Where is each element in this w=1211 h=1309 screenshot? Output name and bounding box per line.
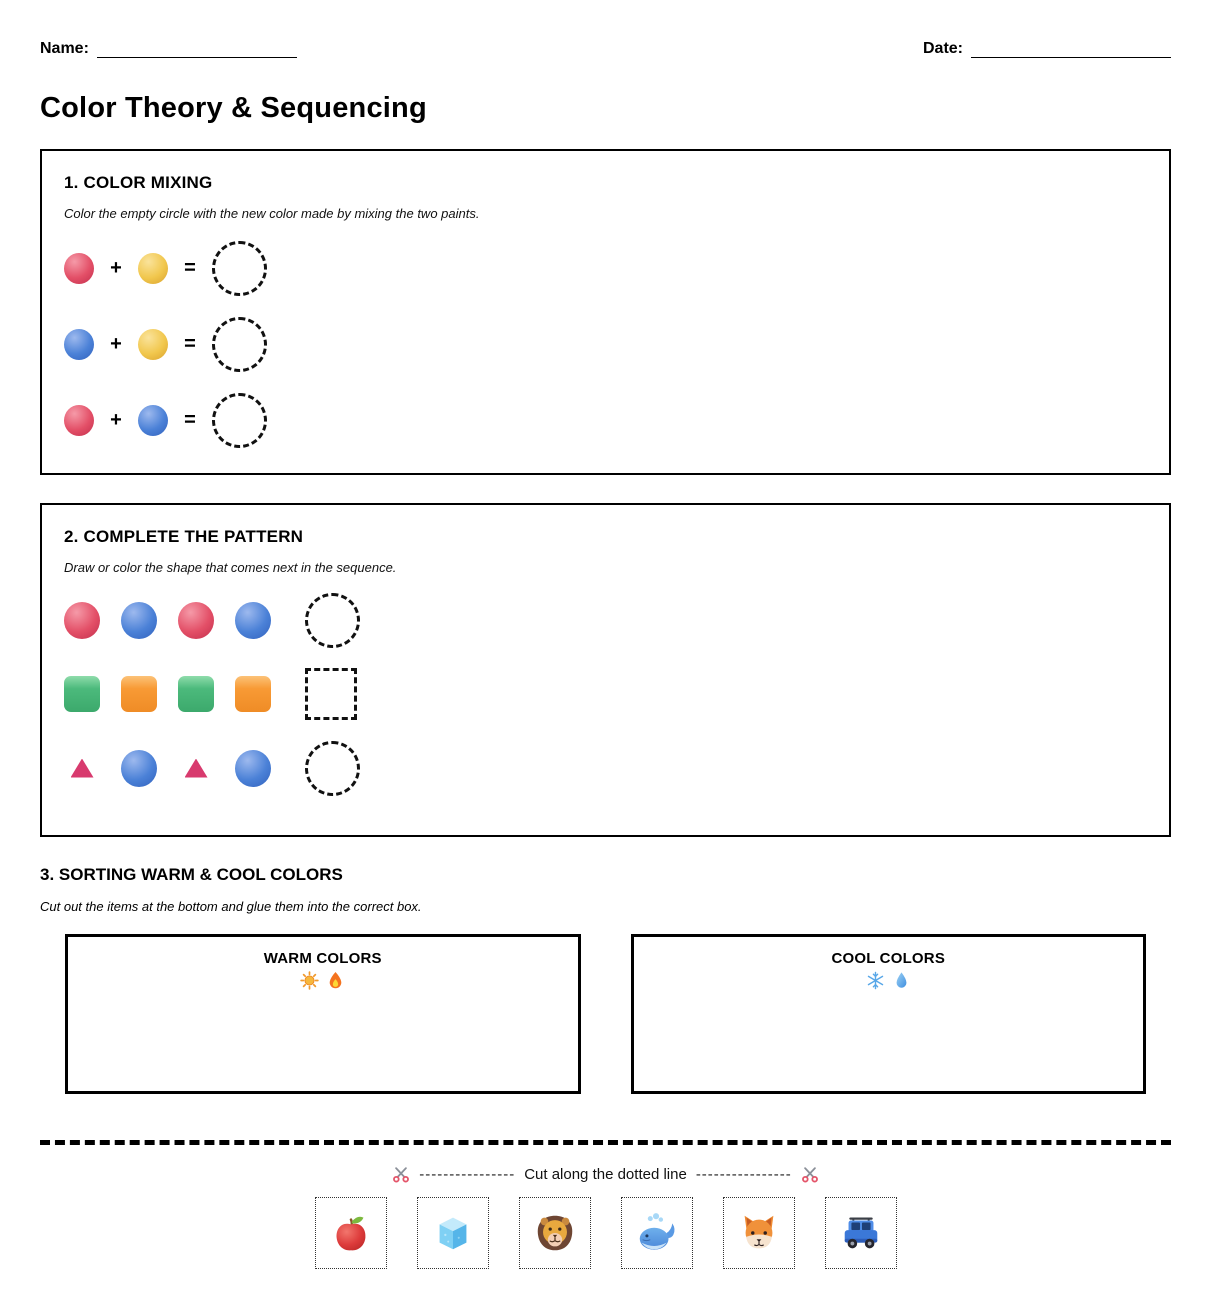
pink-triangle (70, 758, 94, 778)
red-ball (178, 601, 214, 639)
mix-row-1: + = (64, 231, 1147, 305)
section-color-mixing: 1. COLOR MIXING Color the empty circle w… (40, 149, 1171, 475)
plus-sign: + (110, 256, 122, 279)
green-square (178, 676, 214, 712)
paint-ball (138, 252, 168, 284)
answer-circle[interactable] (305, 740, 360, 796)
section-complete-pattern: 2. COMPLETE THE PATTERN Draw or color th… (40, 503, 1171, 837)
paint-ball (64, 404, 94, 436)
cutout-lion[interactable] (518, 1197, 591, 1269)
plus-sign: + (110, 332, 122, 355)
pink-triangle (184, 758, 208, 778)
cutout-car[interactable] (824, 1197, 897, 1269)
pattern-row-2 (64, 657, 1147, 731)
section2-heading: 2. COMPLETE THE PATTERN (64, 527, 304, 546)
paint-ball (138, 328, 168, 360)
pattern-sequence (64, 601, 271, 639)
scissors-icon (392, 1165, 410, 1183)
cutout-ice-cube[interactable] (416, 1197, 489, 1269)
equals-sign: = (184, 256, 196, 279)
apple-icon (336, 1216, 365, 1251)
name-field: Name: (40, 38, 297, 58)
warm-colors-box[interactable]: WARM COLORS (65, 934, 581, 1094)
section3-heading: 3. SORTING WARM & COOL COLORS (40, 865, 343, 884)
cutout-fox[interactable] (722, 1197, 795, 1269)
pattern-sequence (64, 749, 271, 787)
blue-ball (121, 601, 157, 639)
mix-row-3: + = (64, 383, 1147, 457)
paint-ball (138, 404, 168, 436)
blue-ball (121, 749, 157, 787)
lion-icon (537, 1215, 572, 1251)
pattern-row-1 (64, 583, 1147, 657)
scissors-icon (801, 1165, 819, 1183)
plus-sign: + (110, 408, 122, 431)
pattern-sequence (64, 676, 271, 712)
fox-icon (744, 1215, 773, 1249)
sun-icon (300, 971, 319, 990)
cut-label: Cut along the dotted line (524, 1165, 687, 1183)
orange-square (121, 676, 157, 712)
paint-ball (64, 328, 94, 360)
equals-sign: = (184, 408, 196, 431)
cut-label-row: ---------------- Cut along the dotted li… (40, 1165, 1171, 1183)
cut-dashes-right: ---------------- (695, 1165, 792, 1183)
answer-circle[interactable] (212, 316, 267, 372)
cool-colors-title: COOL COLORS (831, 950, 946, 967)
equals-sign: = (184, 332, 196, 355)
ice-cube-icon (439, 1217, 466, 1250)
cutout-strip (40, 1197, 1171, 1269)
cool-colors-box[interactable]: COOL COLORS (630, 934, 1146, 1094)
green-square (64, 676, 100, 712)
snowflake-icon (867, 971, 883, 990)
date-input-line[interactable] (971, 38, 1171, 58)
section1-heading: 1. COLOR MIXING (64, 173, 213, 192)
name-input-line[interactable] (96, 38, 297, 58)
section1-instruction: Color the empty circle with the new colo… (64, 206, 480, 221)
cool-colors-icons (634, 971, 1144, 990)
warm-colors-icons (68, 971, 578, 990)
date-field: Date: (923, 38, 1171, 58)
answer-circle[interactable] (212, 392, 267, 448)
section2-instruction: Draw or color the shape that comes next … (64, 560, 397, 575)
cut-separator-line (40, 1140, 1171, 1145)
cut-dashes-left: ---------------- (419, 1165, 516, 1183)
fire-icon (329, 971, 342, 989)
cutout-whale[interactable] (620, 1197, 693, 1269)
paint-ball (64, 252, 94, 284)
sorting-boxes: WARM COLORS COOL COLORS (65, 934, 1146, 1094)
blue-ball (235, 749, 271, 787)
pattern-row-3 (64, 731, 1147, 805)
date-label: Date: (922, 40, 963, 57)
section3-instruction: Cut out the items at the bottom and glue… (40, 899, 422, 914)
answer-circle[interactable] (305, 592, 360, 648)
warm-colors-title: WARM COLORS (263, 950, 382, 967)
name-label: Name: (40, 40, 89, 57)
whale-icon (639, 1213, 675, 1250)
droplet-icon (896, 972, 907, 988)
answer-square[interactable] (305, 668, 357, 720)
mix-row-2: + = (64, 307, 1147, 381)
red-ball (64, 601, 100, 639)
answer-circle[interactable] (212, 240, 267, 296)
page-title: Color Theory & Sequencing (40, 92, 427, 124)
cutout-apple[interactable] (314, 1197, 387, 1269)
car-icon (844, 1217, 877, 1249)
blue-ball (235, 601, 271, 639)
orange-square (235, 676, 271, 712)
header: Name: Date: (40, 38, 1171, 58)
